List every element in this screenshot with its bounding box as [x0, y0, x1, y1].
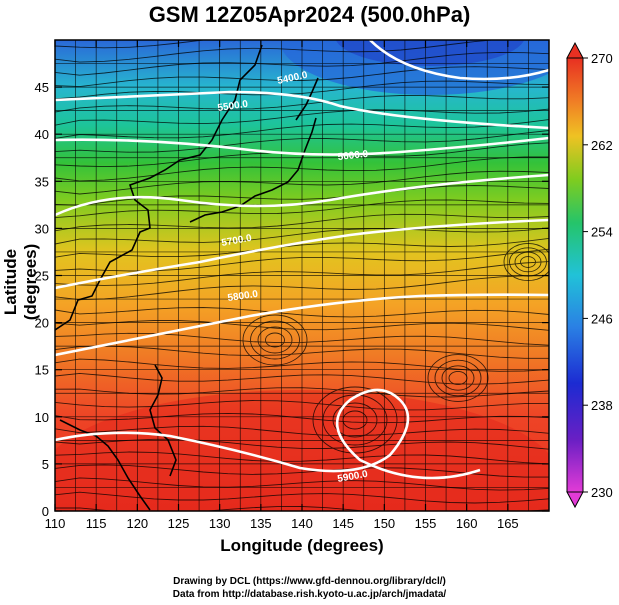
eddy-streamline: [332, 402, 378, 438]
contour-label-5500: 5500.0: [217, 99, 249, 114]
contour-label-5700: 5700.0: [221, 233, 253, 249]
eddy-streamline: [427, 354, 489, 402]
chart-title: GSM 12Z05Apr2024 (500.0hPa): [148, 2, 471, 27]
y-tick-label: 5: [42, 457, 49, 472]
eddy-streamline: [322, 394, 388, 446]
y-tick-label: 35: [35, 174, 49, 189]
colorbar-tick-label: 254: [591, 225, 613, 240]
coastlines: [55, 44, 319, 511]
map-plot-area: 5400.0 5500.0 5600.0 5700.0 5800.0 5900.…: [55, 40, 549, 511]
cold-core: [335, 40, 525, 66]
contour-labels: 5400.0 5500.0 5600.0 5700.0 5800.0 5900.…: [217, 70, 369, 485]
colorbar: 270 262 254 246 238 230: [566, 41, 613, 509]
x-tick-label: 140: [291, 516, 313, 531]
eddy-streamline: [265, 332, 285, 348]
x-tick-label: 145: [332, 516, 354, 531]
philippines-coastline: [149, 364, 177, 477]
eddy-streamline: [503, 242, 549, 282]
indochina-coastline: [59, 419, 151, 511]
asia-coastline: [55, 44, 263, 331]
contour-5600: [55, 136, 549, 156]
y-axis: 0 5 10 15 20 25 30 35 40 45: [35, 80, 549, 519]
contour-5800: [55, 218, 549, 290]
x-tick-label: 130: [209, 516, 231, 531]
contour-5700: [55, 173, 549, 217]
eddy-streamline: [434, 359, 482, 397]
colorbar-top-arrow: [566, 41, 584, 59]
x-tick-label: 150: [373, 516, 395, 531]
x-tick-label: 155: [415, 516, 437, 531]
contour-5900-south: [55, 388, 481, 480]
credit-drawing: Drawing by DCL (https://www.gfd-dennou.o…: [173, 576, 446, 587]
contour-5900: [55, 293, 549, 357]
y-tick-label: 25: [35, 269, 49, 284]
graticule: [55, 40, 549, 511]
eddy-streamline: [242, 314, 308, 366]
x-tick-label: 135: [250, 516, 272, 531]
y-tick-label: 15: [35, 363, 49, 378]
contour-5500: [55, 90, 549, 130]
colorbar-ticks: 270 262 254 246 238 230: [583, 51, 613, 500]
y-tick-label: 20: [35, 316, 49, 331]
x-axis: 110 115 120 125 130 135 140 145 150 155 160 165: [45, 40, 519, 531]
x-tick-label: 125: [168, 516, 190, 531]
eddy-streamline: [257, 326, 293, 354]
colorbar-tick-label: 262: [591, 138, 613, 153]
x-tick-label: 120: [126, 516, 148, 531]
credit-data: Data from http://database.rish.kyoto-u.a…: [172, 589, 447, 600]
eddy-streamline: [520, 256, 536, 268]
contour-label-5800: 5800.0: [227, 289, 259, 304]
y-tick-label: 40: [35, 127, 49, 142]
x-tick-label: 160: [456, 516, 478, 531]
x-tick-label: 115: [86, 516, 107, 531]
colorbar-tick-label: 238: [591, 398, 613, 413]
y-tick-label: 0: [42, 504, 49, 519]
colorbar-bottom-arrow: [566, 491, 584, 509]
eddy-streamline: [441, 365, 475, 391]
contour-label-5600: 5600.0: [337, 149, 369, 163]
x-axis-label: Longitude (degrees): [220, 536, 384, 555]
height-contours: [55, 40, 549, 480]
eddy-streamline: [312, 386, 398, 454]
y-tick-label: 45: [35, 80, 49, 95]
colorbar-tick-label: 246: [591, 311, 613, 326]
colorbar-tick-label: 230: [591, 485, 613, 500]
x-tick-label: 110: [45, 516, 66, 531]
y-tick-label: 10: [35, 410, 49, 425]
eddy-streamline: [509, 247, 547, 277]
eddy-streamline: [250, 320, 300, 360]
y-tick-label: 30: [35, 221, 49, 236]
contour-5400: [369, 40, 549, 81]
contour-label-5900: 5900.0: [337, 469, 369, 485]
x-tick-label: 165: [497, 516, 519, 531]
colorbar-tick-label: 270: [591, 51, 613, 66]
colorbar-scale: [566, 57, 584, 493]
japan-coastline: [189, 117, 317, 223]
